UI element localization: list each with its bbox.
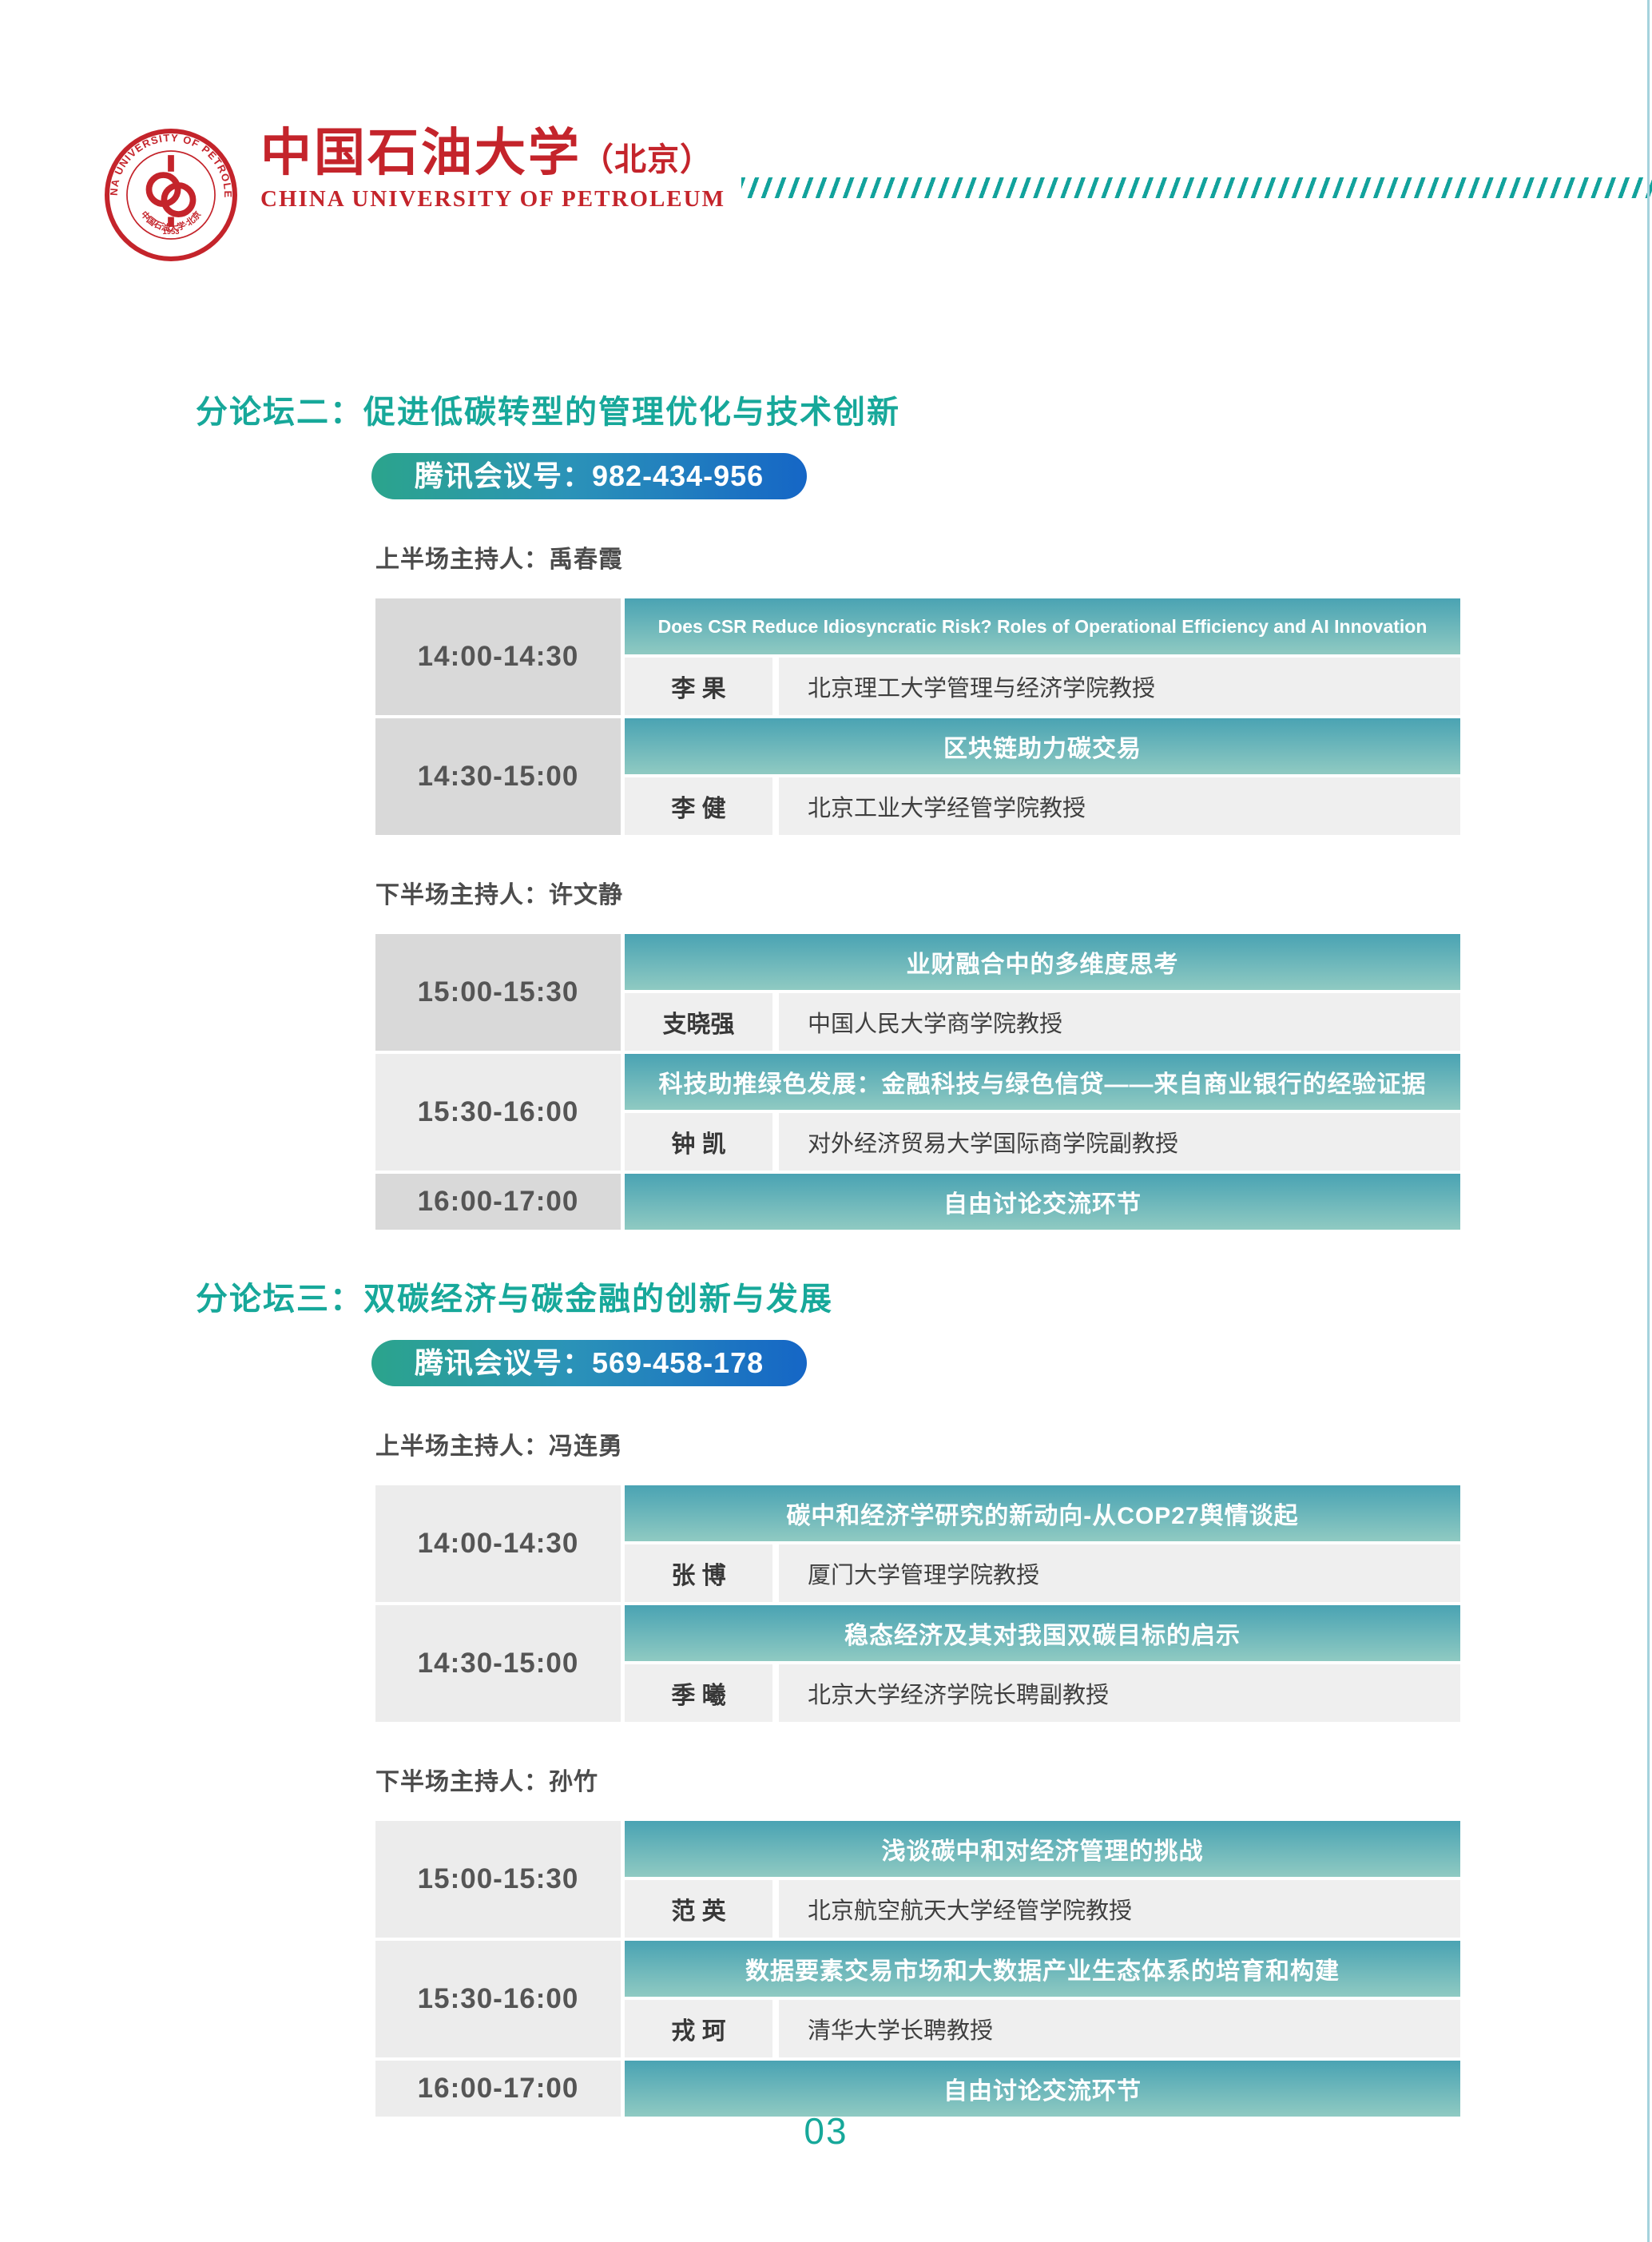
time-cell: 15:30-16:00 — [375, 1054, 621, 1171]
table-row: 16:00-17:00 自由讨论交流环节 — [375, 2061, 1460, 2117]
table-row: 15:30-16:00 科技助推绿色发展：金融科技与绿色信贷——来自商业银行的经… — [375, 1054, 1460, 1171]
speaker-name-cell: 李 果 — [625, 658, 772, 715]
speaker-name-cell: 范 英 — [625, 1880, 772, 1938]
speaker-name-cell: 张 博 — [625, 1544, 772, 1602]
page-edge-line — [1647, 0, 1650, 2242]
time-cell: 15:00-15:30 — [375, 1821, 621, 1938]
slash-divider — [741, 177, 1652, 198]
university-seal-icon: CHINA UNIVERSITY OF PETROLEUM 中国石油大学·北京 … — [102, 126, 237, 261]
affiliation-cell: 中国人民大学商学院教授 — [779, 993, 1460, 1051]
speaker-name-cell: 戎 珂 — [625, 2000, 772, 2057]
session-host: 下半场主持人：许文静 — [375, 882, 623, 908]
affiliation-cell: 清华大学长聘教授 — [779, 2000, 1460, 2057]
table-row: 15:00-15:30 浅谈碳中和对经济管理的挑战 范 英 北京航空航天大学经管… — [375, 1821, 1460, 1938]
table-row: 15:00-15:30 业财融合中的多维度思考 支晓强 中国人民大学商学院教授 — [375, 934, 1460, 1051]
forum-title: 分论坛三：双碳经济与碳金融的创新与发展 — [196, 1282, 833, 1317]
time-cell: 15:30-16:00 — [375, 1941, 621, 2057]
time-cell: 16:00-17:00 — [375, 1174, 621, 1230]
affiliation-cell: 厦门大学管理学院教授 — [779, 1544, 1460, 1602]
schedule-table: 15:00-15:30 浅谈碳中和对经济管理的挑战 范 英 北京航空航天大学经管… — [375, 1821, 1460, 2117]
time-cell: 16:00-17:00 — [375, 2061, 621, 2117]
time-cell: 14:30-15:00 — [375, 718, 621, 835]
affiliation-cell: 对外经济贸易大学国际商学院副教授 — [779, 1113, 1460, 1171]
topic-bar: 浅谈碳中和对经济管理的挑战 — [625, 1821, 1460, 1877]
session-host: 上半场主持人：冯连勇 — [375, 1433, 623, 1460]
affiliation-cell: 北京大学经济学院长聘副教授 — [779, 1664, 1460, 1722]
topic-bar: Does CSR Reduce Idiosyncratic Risk? Role… — [625, 598, 1460, 654]
topic-bar: 稳态经济及其对我国双碳目标的启示 — [625, 1605, 1460, 1661]
speaker-name-cell: 季 曦 — [625, 1664, 772, 1722]
university-name-en: CHINA UNIVERSITY OF PETROLEUM — [260, 186, 725, 213]
session-host: 上半场主持人：禹春霞 — [375, 547, 623, 573]
meeting-id-badge: 腾讯会议号：982-434-956 — [371, 453, 808, 499]
session-host: 下半场主持人：孙竹 — [375, 1769, 598, 1795]
speaker-name-cell: 支晓强 — [625, 993, 772, 1051]
seal-emblem — [145, 172, 197, 217]
time-cell: 15:00-15:30 — [375, 934, 621, 1051]
topic-bar: 科技助推绿色发展：金融科技与绿色信贷——来自商业银行的经验证据 — [625, 1054, 1460, 1110]
university-name-cn-suffix: （北京） — [582, 142, 713, 177]
forum-title: 分论坛二：促进低碳转型的管理优化与技术创新 — [196, 395, 900, 430]
table-row: 14:00-14:30 碳中和经济学研究的新动向-从COP27舆情谈起 张 博 … — [375, 1485, 1460, 1602]
time-cell: 14:00-14:30 — [375, 598, 621, 715]
topic-bar: 碳中和经济学研究的新动向-从COP27舆情谈起 — [625, 1485, 1460, 1541]
page-number: 03 — [804, 2110, 848, 2152]
affiliation-cell: 北京理工大学管理与经济学院教授 — [779, 658, 1460, 715]
university-name-cn: 中国石油大学（北京） — [260, 124, 725, 181]
speaker-name-cell: 钟 凯 — [625, 1113, 772, 1171]
topic-bar: 区块链助力碳交易 — [625, 718, 1460, 774]
table-row: 14:30-15:00 稳态经济及其对我国双碳目标的启示 季 曦 北京大学经济学… — [375, 1605, 1460, 1722]
table-row: 14:30-15:00 区块链助力碳交易 李 健 北京工业大学经管学院教授 — [375, 718, 1460, 835]
university-name-cn-main: 中国石油大学 — [260, 124, 582, 181]
topic-bar: 业财融合中的多维度思考 — [625, 934, 1460, 990]
schedule-table: 14:00-14:30 碳中和经济学研究的新动向-从COP27舆情谈起 张 博 … — [375, 1485, 1460, 1722]
affiliation-cell: 北京航空航天大学经管学院教授 — [779, 1880, 1460, 1938]
topic-bar: 自由讨论交流环节 — [625, 2061, 1460, 2117]
meeting-id-badge: 腾讯会议号：569-458-178 — [371, 1340, 808, 1386]
table-row: 15:30-16:00 数据要素交易市场和大数据产业生态体系的培育和构建 戎 珂… — [375, 1941, 1460, 2057]
schedule-table: 15:00-15:30 业财融合中的多维度思考 支晓强 中国人民大学商学院教授 … — [375, 934, 1460, 1230]
seal-year: 1953 — [162, 228, 179, 237]
time-cell: 14:00-14:30 — [375, 1485, 621, 1602]
page-header: CHINA UNIVERSITY OF PETROLEUM 中国石油大学·北京 … — [102, 124, 1652, 270]
topic-bar: 数据要素交易市场和大数据产业生态体系的培育和构建 — [625, 1941, 1460, 1997]
schedule-table: 14:00-14:30 Does CSR Reduce Idiosyncrati… — [375, 598, 1460, 835]
university-wordmark: 中国石油大学（北京） CHINA UNIVERSITY OF PETROLEUM — [260, 124, 725, 213]
topic-bar: 自由讨论交流环节 — [625, 1174, 1460, 1230]
time-cell: 14:30-15:00 — [375, 1605, 621, 1722]
table-row: 16:00-17:00 自由讨论交流环节 — [375, 1174, 1460, 1230]
speaker-name-cell: 李 健 — [625, 777, 772, 835]
affiliation-cell: 北京工业大学经管学院教授 — [779, 777, 1460, 835]
table-row: 14:00-14:30 Does CSR Reduce Idiosyncrati… — [375, 598, 1460, 715]
